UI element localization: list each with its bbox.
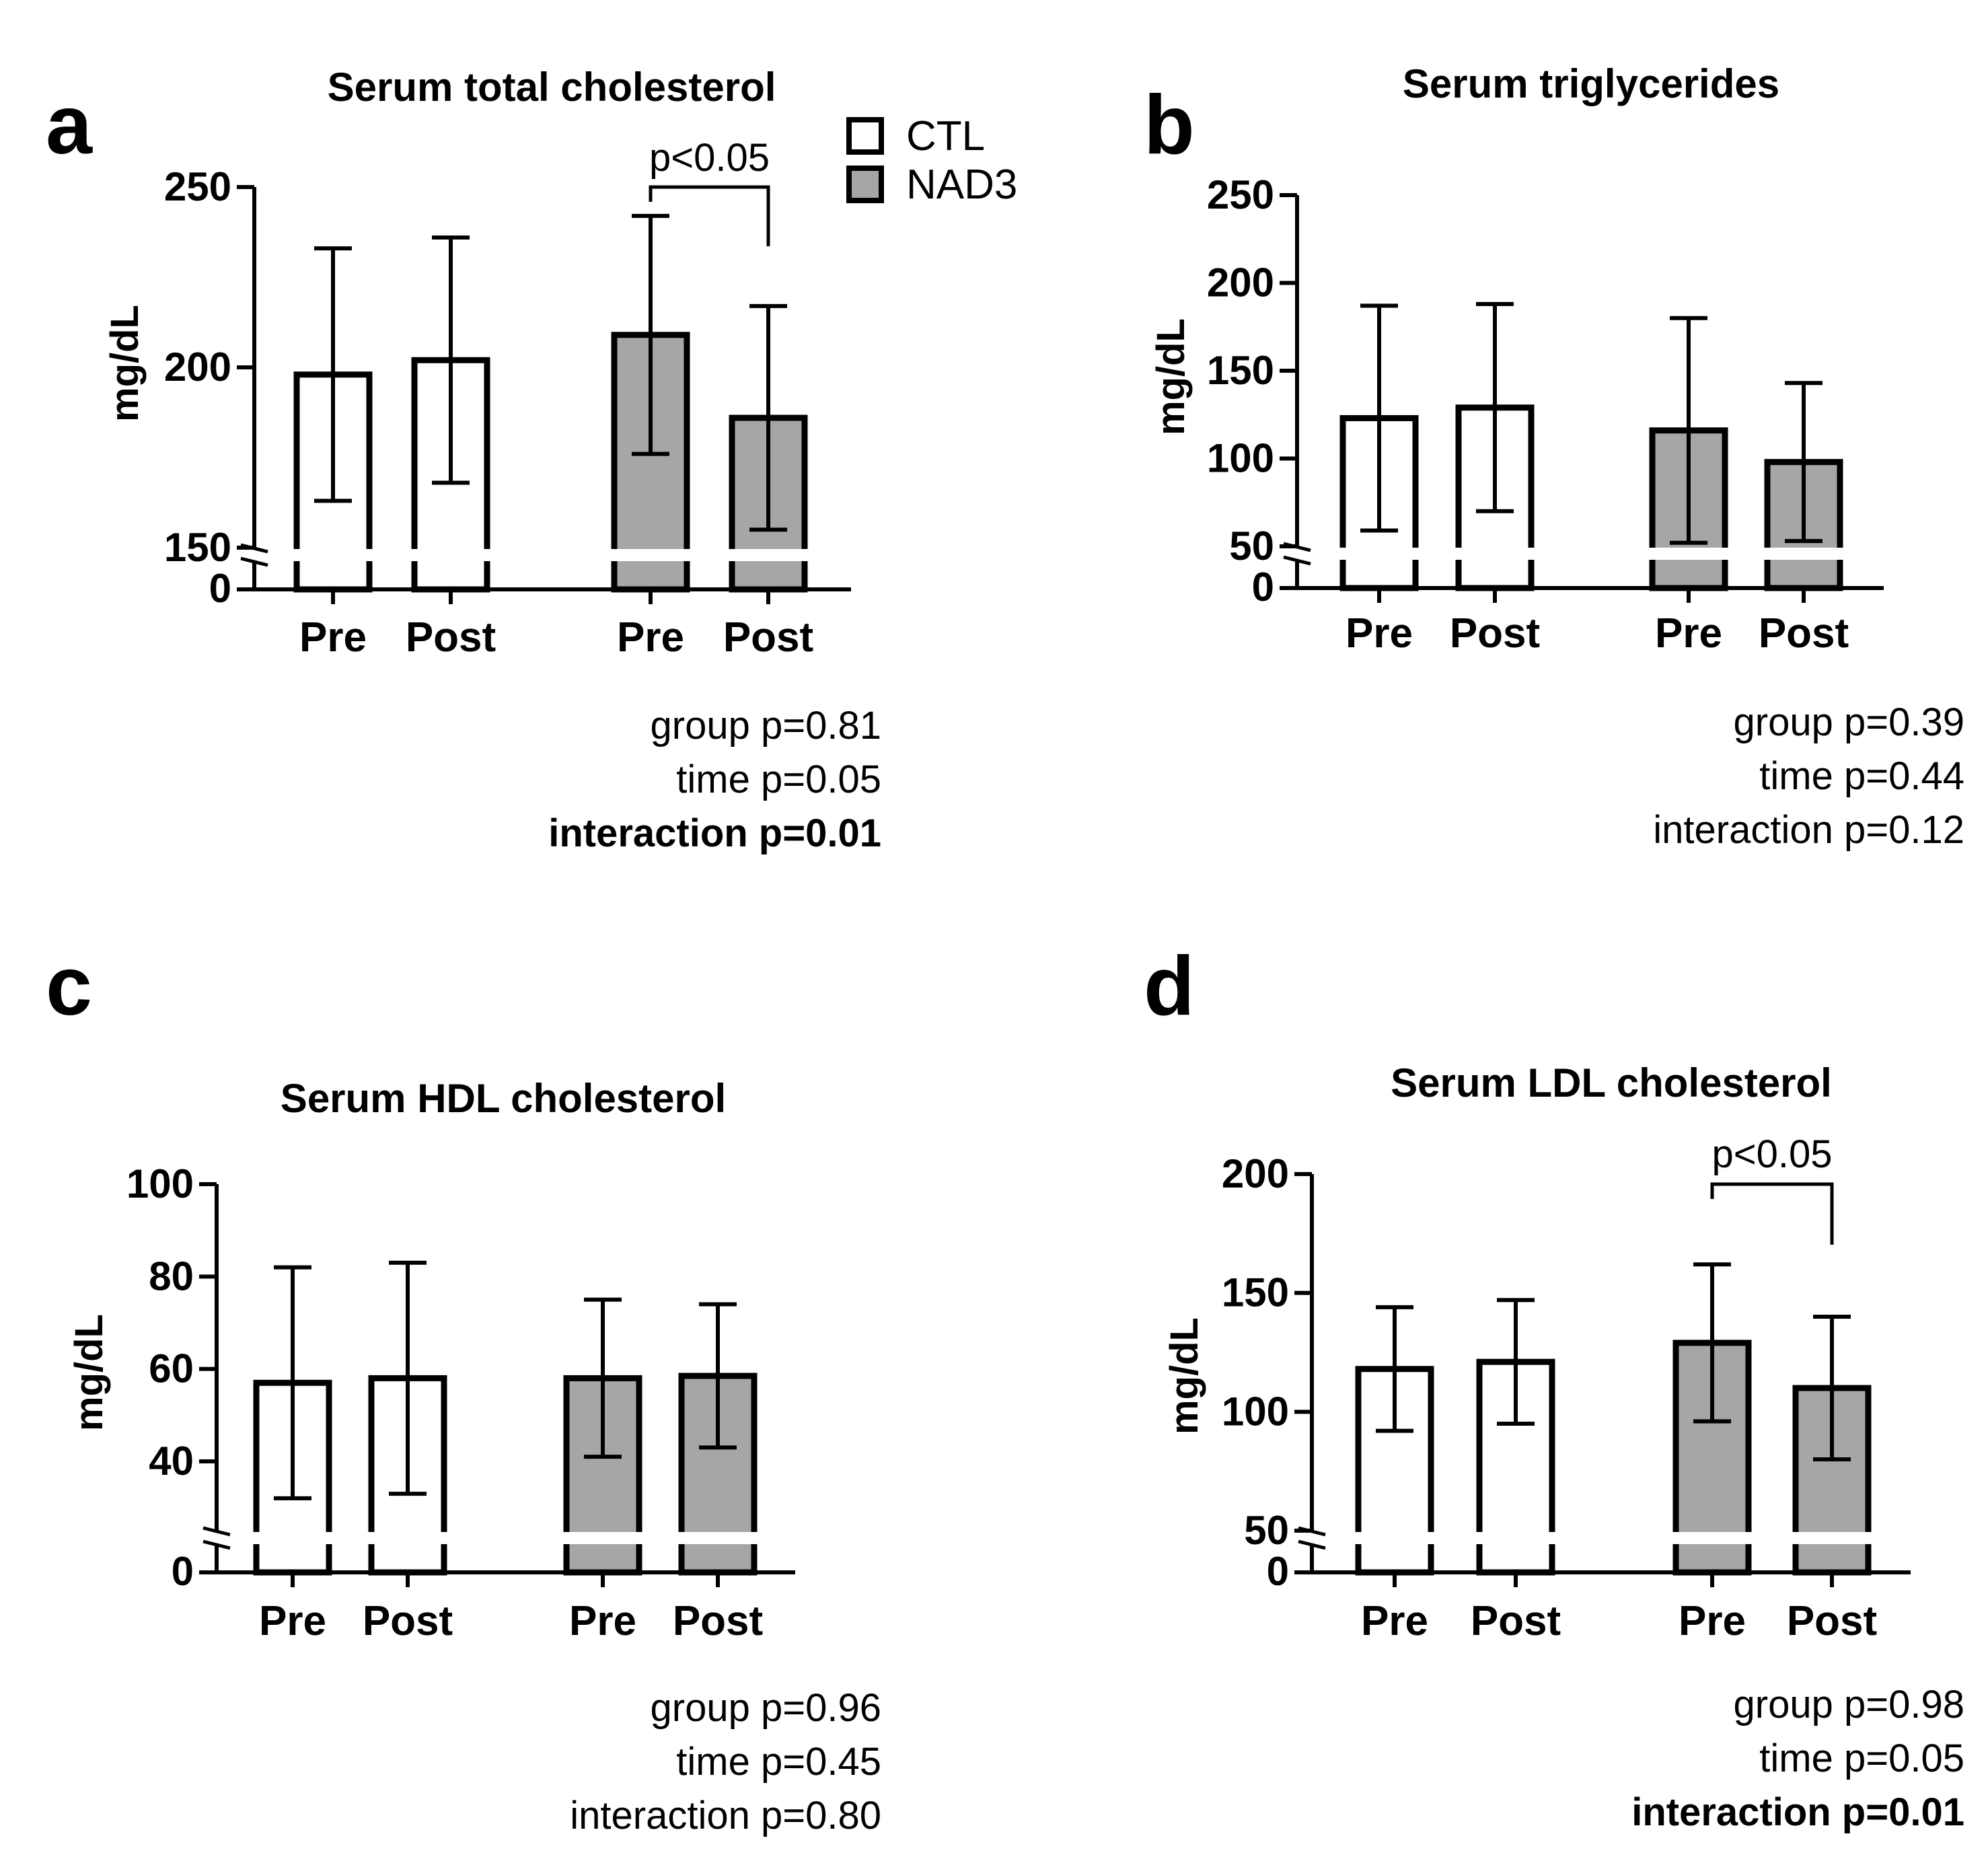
y-tick-label: 40	[149, 1438, 194, 1484]
axis-break-gap	[1285, 1532, 1917, 1544]
axis-break-mark	[203, 1526, 231, 1537]
x-tick-label: Post	[1450, 610, 1540, 657]
y-tick-label: 200	[1207, 260, 1274, 305]
legend-label: CTL	[906, 113, 985, 159]
panel-letter: a	[46, 79, 93, 172]
y-tick-label: 200	[1222, 1151, 1289, 1196]
y-axis-label: mg/dL	[103, 305, 147, 422]
y-tick-label: 50	[1244, 1508, 1289, 1553]
y-tick-label: 150	[1207, 348, 1274, 393]
axis-break-gap	[1270, 548, 1890, 560]
x-tick-label: Pre	[569, 1598, 636, 1644]
axis-break-gap	[227, 549, 858, 561]
legend-label: NAD3	[906, 161, 1017, 208]
x-tick-label: Post	[1759, 610, 1849, 657]
x-tick-label: Pre	[299, 614, 367, 661]
panel-letter: d	[1144, 940, 1195, 1033]
stats-line: interaction p=0.01	[548, 811, 881, 855]
stats-line: interaction p=0.01	[1631, 1790, 1964, 1834]
y-tick-label: 60	[149, 1346, 194, 1391]
y-axis-label: mg/dL	[67, 1314, 111, 1431]
y-tick-label: 150	[1222, 1270, 1289, 1315]
y-tick-label: 0	[1267, 1549, 1289, 1594]
y-tick-label: 100	[1222, 1389, 1289, 1434]
y-axis-label: mg/dL	[1149, 318, 1193, 435]
axis-break-mark	[1298, 1539, 1326, 1550]
x-tick-label: Post	[1471, 1598, 1561, 1644]
y-tick-label: 250	[1207, 172, 1274, 217]
stats-line: time p=0.45	[676, 1740, 881, 1784]
stats-line: group p=0.39	[1734, 700, 1964, 744]
panel-b: b Serum triglycerides mg/dL 250 200 150 100 500…	[1144, 61, 1964, 852]
axis-break-mark	[1283, 555, 1311, 566]
x-tick-label: Pre	[1361, 1598, 1428, 1644]
y-tick-label: 0	[1252, 564, 1274, 610]
x-tick-label: Pre	[1346, 610, 1413, 657]
y-tick-label: 0	[209, 566, 231, 611]
x-tick-label: Post	[673, 1598, 763, 1644]
x-tick-label: Pre	[259, 1598, 326, 1644]
stats-line: interaction p=0.12	[1653, 808, 1964, 852]
legend-swatch	[846, 117, 884, 155]
x-tick-label: Pre	[617, 614, 684, 661]
chart-title: Serum LDL cholesterol	[1391, 1060, 1832, 1105]
y-tick-label: 0	[172, 1549, 194, 1594]
stats-line: group p=0.98	[1734, 1683, 1964, 1726]
y-tick-label: 50	[1229, 523, 1274, 569]
legend-swatch	[846, 166, 884, 203]
panel-letter: c	[46, 940, 92, 1033]
y-tick-label: 80	[149, 1253, 194, 1299]
chart-title: Serum HDL cholesterol	[281, 1076, 726, 1121]
chart-title: Serum triglycerides	[1403, 61, 1779, 106]
stats-line: group p=0.96	[651, 1686, 881, 1730]
significance-label: p<0.05	[1711, 1132, 1832, 1176]
y-tick-label: 250	[164, 164, 231, 209]
stats-line: time p=0.05	[676, 758, 881, 801]
y-tick-label: 200	[164, 344, 231, 390]
significance-bracket	[1710, 1182, 1834, 1245]
panel-letter: b	[1144, 79, 1195, 172]
x-tick-label: Post	[723, 614, 813, 661]
x-tick-label: Pre	[1679, 1598, 1746, 1644]
y-axis-label: mg/dL	[1163, 1317, 1206, 1434]
x-tick-label: Post	[363, 1598, 453, 1644]
panel-c: c Serum HDL cholesterol mg/dL 100 80 60 40 0 Pre…	[46, 940, 881, 1837]
axis-break-mark	[240, 556, 268, 567]
x-tick-label: Pre	[1655, 610, 1722, 657]
stats-line: group p=0.81	[651, 704, 881, 748]
axis-break-gap	[190, 1532, 802, 1544]
stats-line: interaction p=0.80	[570, 1794, 881, 1837]
stats-line: time p=0.44	[1759, 754, 1964, 798]
x-tick-label: Post	[406, 614, 496, 661]
significance-bracket	[649, 185, 770, 246]
panel-d: d Serum LDL cholesterol mg/dL 200 150 100 500 P…	[1144, 940, 1964, 1834]
stats-line: time p=0.05	[1759, 1737, 1964, 1780]
significance-label: p<0.05	[649, 136, 770, 180]
y-tick-label: 100	[126, 1161, 194, 1206]
chart-title: Serum total cholesterol	[328, 65, 776, 110]
x-tick-label: Post	[1787, 1598, 1877, 1644]
y-tick-label: 150	[164, 525, 231, 570]
axis-break-mark	[203, 1539, 231, 1550]
y-tick-label: 100	[1207, 436, 1274, 481]
